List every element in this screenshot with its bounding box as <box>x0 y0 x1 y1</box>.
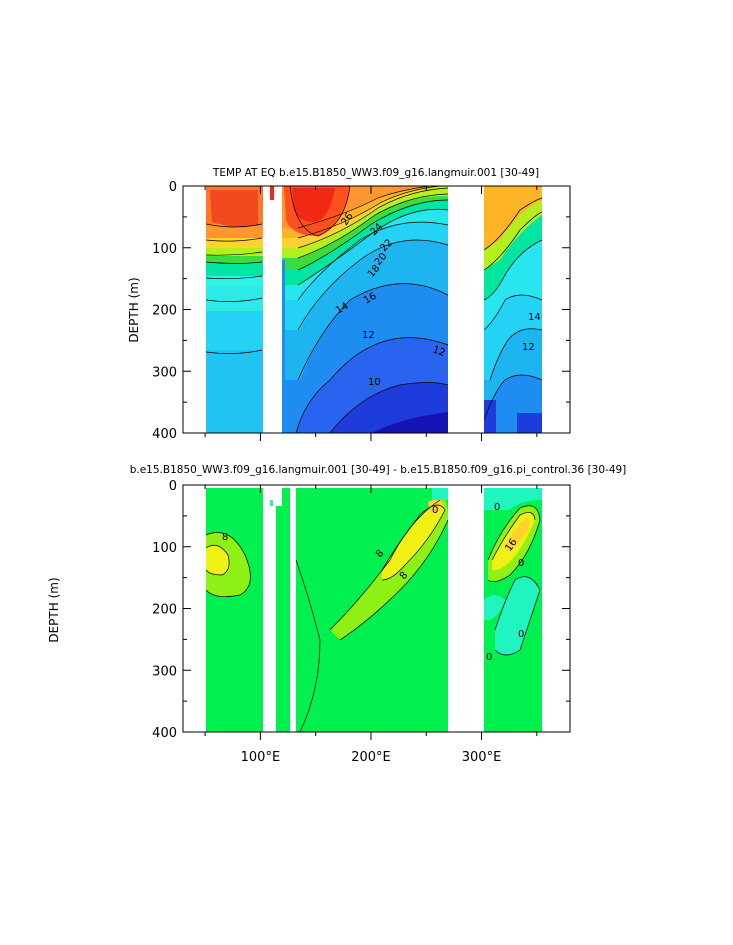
y-tick-label: 400 <box>152 726 177 741</box>
y-tick-label: 100 <box>152 242 177 257</box>
y-tick-label: 200 <box>152 304 177 319</box>
y-tick-label: 100 <box>152 541 177 556</box>
top-panel-title: TEMP AT EQ b.e15.B1850_WW3.f09_g16.langm… <box>212 167 539 179</box>
x-tick-label: 200°E <box>351 750 391 765</box>
contour-label: 0 <box>486 652 492 663</box>
y-tick-label: 200 <box>152 603 177 618</box>
contour-label: 0 <box>518 629 524 640</box>
difference-field <box>206 488 542 732</box>
bottom-axis: 0 100 200 300 400 100°E 200°E 300°E <box>152 479 570 765</box>
y-tick-label: 400 <box>152 427 177 442</box>
y-tick-label: 0 <box>169 180 177 195</box>
contour-label: 0 <box>494 502 500 513</box>
contour-label: 12 <box>522 342 535 353</box>
y-tick-label: 300 <box>152 365 177 380</box>
contour-label: 12 <box>362 330 375 341</box>
contour-label: 12 <box>431 344 447 359</box>
y-tick-label: 300 <box>152 664 177 679</box>
top-y-label: DEPTH (m) <box>127 277 141 342</box>
contour-label: 8 <box>398 570 411 582</box>
top-contours <box>205 186 543 433</box>
top-axis: 0 100 200 300 400 <box>152 180 570 442</box>
y-tick-label: 0 <box>169 479 177 494</box>
bottom-y-label: DEPTH (m) <box>47 577 61 642</box>
bottom-panel-title: b.e15.B1850_WW3.f09_g16.langmuir.001 [30… <box>130 464 627 476</box>
x-tick-label: 100°E <box>241 750 281 765</box>
temperature-panel: TEMP AT EQ b.e15.B1850_WW3.f09_g16.langm… <box>127 167 571 442</box>
bottom-contours <box>205 499 541 733</box>
x-tick-label: 300°E <box>462 750 502 765</box>
contour-label: 0 <box>432 505 438 516</box>
difference-panel: b.e15.B1850_WW3.f09_g16.langmuir.001 [30… <box>47 464 626 765</box>
contour-label: 0 <box>518 558 524 569</box>
contour-label: 14 <box>528 312 541 323</box>
contour-label: 8 <box>222 532 228 543</box>
temperature-field <box>205 186 543 433</box>
contour-label: 8 <box>374 548 387 560</box>
contour-label: 10 <box>368 377 381 388</box>
west-diff-fill <box>206 488 263 732</box>
